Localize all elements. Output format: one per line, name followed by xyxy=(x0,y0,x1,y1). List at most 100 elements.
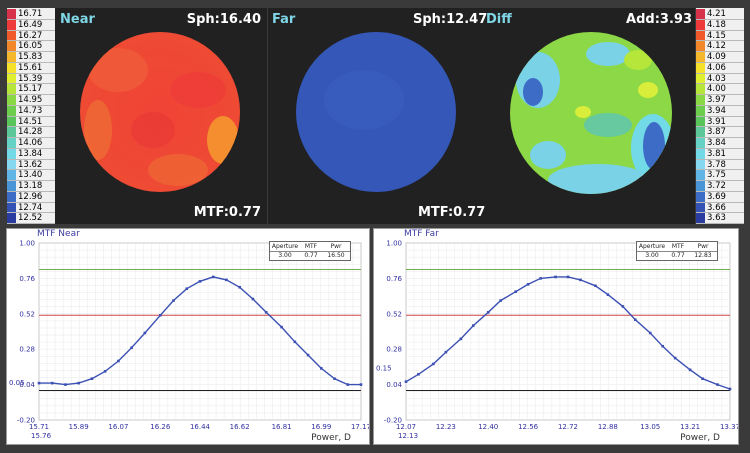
near-power-map xyxy=(80,32,240,192)
y-marker-label: 0.15 xyxy=(376,364,392,372)
near-scale-row: 13.40 xyxy=(7,170,55,181)
mtf-near-chart: MTF Near 1.00 0.76 0.52 0.28 0.04 -0.20 15.71 1… xyxy=(6,228,370,445)
diff-scale-row: 3.87 xyxy=(696,127,744,138)
near-scale-row: 14.95 xyxy=(7,95,55,106)
near-scale-label: 16.05 xyxy=(18,41,43,52)
y-tick-label: 0.04 xyxy=(386,381,402,389)
mtf-data-point xyxy=(333,377,336,380)
mtf-far-xlabel: Power, D xyxy=(680,433,720,443)
near-scale-label: 13.40 xyxy=(18,170,43,181)
near-scale-label: 16.27 xyxy=(18,30,43,41)
x-tick-label: 16.26 xyxy=(150,423,171,431)
mtf-data-point xyxy=(539,277,542,280)
x-tick-label: 12.56 xyxy=(518,423,539,431)
x-tick-label: 16.81 xyxy=(272,423,292,431)
far-sph-readout: Sph:12.47 xyxy=(413,12,488,27)
near-scale-row: 14.51 xyxy=(7,116,55,128)
mtf-data-point xyxy=(459,337,463,341)
mtf-near-legend: Aperture MTF Pwr 3.00 0.77 16.50 xyxy=(269,241,351,261)
diff-scale-label: 4.06 xyxy=(707,62,726,73)
mtf-data-point xyxy=(673,356,677,360)
diff-scale-swatch xyxy=(696,19,705,31)
near-scale-label: 14.06 xyxy=(18,138,43,148)
diff-color-scale: 4.21 4.18 4.15 4.12 4.09 4.06 4.03 4.00 3.97 3.94… xyxy=(696,8,744,224)
diff-scale-swatch xyxy=(696,213,705,224)
mtf-data-point xyxy=(211,275,215,279)
diff-scale-swatch xyxy=(696,52,705,63)
near-scale-label: 12.52 xyxy=(18,213,43,224)
near-scale-label: 13.84 xyxy=(18,148,43,159)
mtf-far-legend: Aperture MTF Pwr 3.00 0.77 12.83 xyxy=(636,241,718,261)
mtf-data-point xyxy=(648,331,652,335)
diff-scale-swatch xyxy=(696,9,705,20)
mtf-data-point xyxy=(159,313,162,317)
y-tick-label: 0.04 xyxy=(19,381,35,389)
legend-mtf-header: MTF xyxy=(671,243,685,250)
diff-scale-row: 3.97 xyxy=(696,95,744,106)
diff-scale-swatch xyxy=(696,159,705,171)
diff-scale-row: 3.72 xyxy=(696,181,744,192)
mtf-data-point xyxy=(320,367,323,370)
mtf-data-point xyxy=(251,297,255,301)
mtf-data-point xyxy=(225,278,228,282)
mtf-data-point xyxy=(728,387,732,391)
legend-pwr-value: 12.83 xyxy=(689,251,717,259)
diff-scale-swatch xyxy=(696,116,705,128)
mtf-data-point xyxy=(90,377,94,380)
mtf-data-point xyxy=(633,318,637,321)
mtf-data-point xyxy=(130,346,133,350)
diff-scale-swatch xyxy=(696,95,705,106)
legend-pwr-value: 16.50 xyxy=(322,251,350,259)
mtf-near-xlabel: Power, D xyxy=(311,433,351,443)
near-scale-label: 15.61 xyxy=(18,62,43,73)
near-scale-swatch xyxy=(7,191,16,203)
near-scale-label: 16.49 xyxy=(18,19,43,30)
near-scale-row: 15.39 xyxy=(7,73,55,85)
near-scale-row: 12.96 xyxy=(7,191,55,203)
x-tick-label: 16.99 xyxy=(311,423,331,431)
near-scale-label: 14.95 xyxy=(18,95,43,105)
diff-scale-row: 3.69 xyxy=(696,191,744,203)
y-tick-label: 1.00 xyxy=(19,240,35,248)
diff-scale-swatch xyxy=(696,30,705,42)
diff-scale-label: 3.66 xyxy=(707,202,726,213)
x-tick-label: 13.05 xyxy=(640,423,660,431)
diff-scale-label: 4.03 xyxy=(707,73,726,84)
y-tick-label: 0.52 xyxy=(19,310,35,318)
near-scale-swatch xyxy=(7,202,16,214)
y-tick-label: 0.76 xyxy=(386,275,402,283)
mtf-data-point xyxy=(566,275,570,279)
near-scale-label: 12.96 xyxy=(18,191,43,202)
near-scale-swatch xyxy=(7,19,16,31)
mtf-far-chart: MTF Far 1.00 0.76 0.52 0.28 0.04 -0.20 12.07 12… xyxy=(373,228,739,445)
mtf-data-point xyxy=(185,287,189,291)
mtf-data-point xyxy=(346,383,350,386)
near-scale-label: 16.71 xyxy=(18,9,43,19)
diff-scale-row: 3.66 xyxy=(696,202,744,214)
mtf-data-point xyxy=(64,383,67,386)
near-scale-swatch xyxy=(7,213,16,224)
mtf-data-point xyxy=(471,324,475,327)
legend-aperture-header: Aperture xyxy=(271,243,299,250)
mtf-data-point xyxy=(432,362,435,366)
y-tick-label: 0.28 xyxy=(386,346,402,354)
mtf-data-point xyxy=(621,305,625,308)
diff-scale-row: 4.15 xyxy=(696,30,744,42)
diff-scale-label: 3.97 xyxy=(707,95,726,105)
near-scale-label: 15.39 xyxy=(18,73,43,84)
mtf-data-point xyxy=(486,311,490,314)
mtf-data-point xyxy=(526,283,530,286)
far-diff-map-panel: Far Sph:12.47 Diff Add:3.93 MTF:0.77 xyxy=(268,8,695,224)
x-tick-label: 12.72 xyxy=(558,423,578,431)
mtf-data-point xyxy=(661,344,665,348)
x-tick-label: 12.40 xyxy=(478,423,498,431)
x-tick-label: 16.07 xyxy=(108,423,128,431)
diff-scale-label: 4.12 xyxy=(707,41,726,52)
x-extra-label: 12.13 xyxy=(398,432,418,440)
diff-scale-swatch xyxy=(696,84,705,95)
diff-scale-swatch xyxy=(696,127,705,138)
x-tick-label: 15.89 xyxy=(69,423,89,431)
mtf-near-title: MTF Near xyxy=(37,229,80,239)
mtf-data-point xyxy=(264,311,268,314)
near-mtf-readout: MTF:0.77 xyxy=(193,205,261,220)
